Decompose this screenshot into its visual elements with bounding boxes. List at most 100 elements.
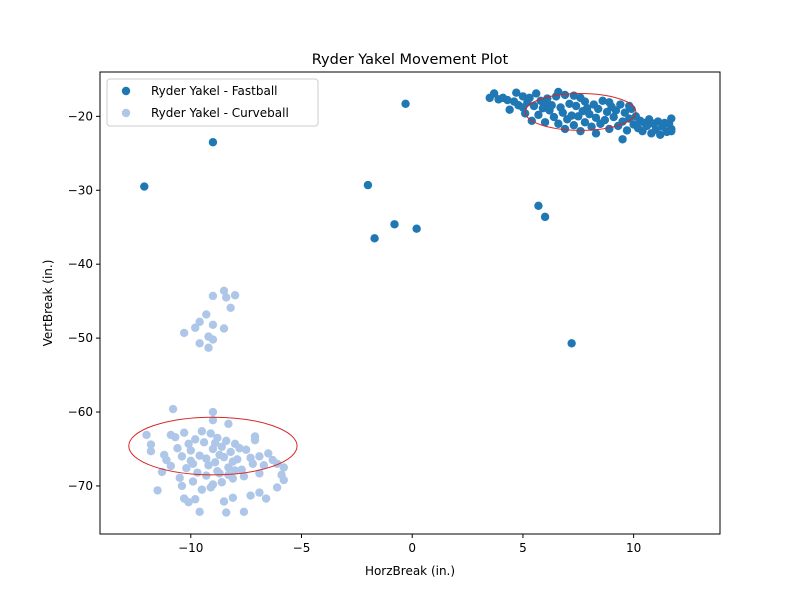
curveball-point (241, 445, 251, 454)
y-tick-label: −70 (68, 479, 93, 493)
fastball-point (512, 88, 521, 97)
curveball-point (204, 461, 213, 470)
curveball-point (215, 450, 224, 460)
curveball-point (173, 444, 182, 453)
fastball-point (618, 135, 627, 144)
curveball-point (228, 493, 238, 502)
curveball-point (210, 438, 220, 448)
fastball-point (532, 89, 541, 98)
curveball-point (168, 404, 178, 414)
curveball-point (208, 415, 218, 425)
curveball-point (224, 463, 233, 472)
legend: Ryder Yakel - Fastball Ryder Yakel - Curv… (106, 78, 319, 127)
curveball-point (146, 440, 156, 449)
fastball-point (616, 100, 625, 109)
legend-label: Ryder Yakel - Fastball (151, 84, 278, 98)
curveball-point (153, 486, 162, 495)
data-markers (140, 87, 676, 517)
curveball-point (208, 480, 218, 489)
cluster-ellipse (524, 92, 637, 131)
curveball-point (171, 432, 180, 442)
curveball-point (279, 475, 288, 485)
curveball-point (230, 466, 240, 475)
y-tick-label: −50 (68, 331, 93, 345)
fastball-point (605, 124, 614, 134)
curveball-point (210, 458, 220, 467)
curveball-point (206, 429, 215, 438)
fastball-point (558, 108, 567, 117)
fastball-point (140, 182, 149, 191)
fastball-point (620, 108, 629, 117)
curveball-point (195, 317, 204, 327)
curveball-point (204, 343, 213, 352)
y-tick-label: −40 (68, 257, 93, 271)
curveball-point (195, 339, 204, 348)
curveball-point (279, 463, 288, 472)
fastball-point (540, 212, 550, 222)
fastball-point (625, 114, 634, 123)
curveball-point (177, 481, 187, 491)
curveball-point (239, 507, 249, 517)
x-axis-label: HorzBreak (in.) (365, 564, 455, 578)
fastball-point (622, 126, 632, 135)
fastball-point (560, 90, 570, 100)
fastball-point (567, 339, 576, 348)
fastball-point (591, 113, 601, 123)
curveball-point (188, 459, 198, 468)
curveball-point (188, 477, 198, 486)
y-tick-label: −60 (68, 405, 93, 419)
curveball-point (264, 449, 273, 458)
fastball-point (554, 119, 563, 128)
fastball-point (600, 115, 610, 125)
curveball-point (142, 430, 151, 440)
y-tick-label: −20 (68, 109, 93, 123)
fastball-point (591, 129, 601, 138)
fastball-point (580, 118, 590, 127)
curveball-point (175, 473, 184, 483)
fastball-point (489, 89, 499, 98)
fastball-point (540, 118, 550, 127)
curveball-point (261, 494, 271, 503)
fastball-point (576, 126, 585, 136)
plot-frame (99, 71, 721, 535)
legend-box (106, 78, 319, 127)
curveball-point (246, 491, 255, 500)
fastball-point (598, 96, 607, 106)
curveball-point (235, 444, 244, 453)
fastball-point (518, 92, 528, 101)
fastball-point (401, 99, 410, 108)
fastball-point (667, 114, 676, 123)
curveball-point (179, 428, 189, 437)
x-tick-label: −10 (178, 541, 203, 555)
fastball-point (529, 101, 539, 111)
curveball-point (191, 323, 200, 332)
curveball-point (202, 454, 211, 463)
curveball-point (193, 468, 202, 477)
fastball-point (549, 112, 559, 122)
curveball-point (197, 427, 207, 436)
curveball-point (272, 483, 282, 492)
curveball-point (213, 466, 222, 476)
legend-marker (121, 108, 131, 118)
curveball-point (239, 472, 249, 481)
curveball-point (219, 497, 229, 506)
fastball-point (567, 111, 576, 120)
curveball-point (259, 461, 269, 470)
curveball-point (191, 435, 200, 444)
x-axis: −10 −5 0 5 10 (178, 534, 641, 555)
chart-title: Ryder Yakel Movement Plot (312, 52, 509, 68)
curveball-point (208, 407, 218, 417)
curveball-point (179, 494, 189, 503)
curveball-point (228, 457, 238, 466)
curveball-point (226, 303, 235, 312)
curveball-point (208, 291, 218, 301)
fastball-point (370, 234, 379, 243)
curveball-point (248, 459, 257, 468)
cluster-ellipses (128, 92, 637, 476)
fastball-point (571, 101, 581, 111)
fastball-point (518, 103, 528, 112)
legend-marker (121, 86, 131, 96)
x-tick-label: 10 (626, 541, 641, 555)
x-tick-label: 5 (519, 541, 527, 555)
curveball-point (255, 488, 264, 497)
